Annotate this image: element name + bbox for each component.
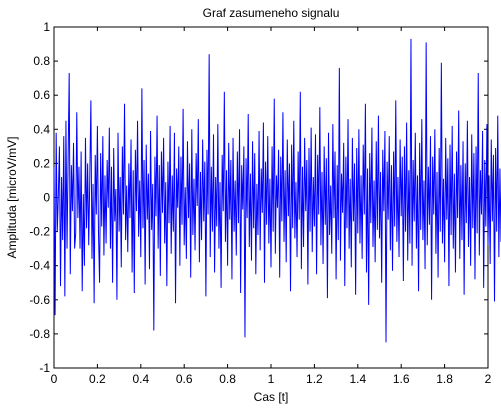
y-tick-label: 0.2 xyxy=(33,156,50,170)
y-tick-group: -1 -0.8 -0.6 -0.4 -0.2 0 0.2 0.4 0.6 0.8 1 xyxy=(29,20,488,375)
x-tick-label: 2 xyxy=(485,372,492,386)
x-tick-label: 0.8 xyxy=(219,372,236,386)
y-tick-label: 0.6 xyxy=(33,88,50,102)
y-tick-label: 0.8 xyxy=(33,54,50,68)
y-tick-label: -1 xyxy=(39,361,50,375)
x-tick-label: 1.2 xyxy=(306,372,323,386)
x-tick-label: 1 xyxy=(268,372,275,386)
y-tick-label: -0.2 xyxy=(29,225,50,239)
chart-title: Graf zasumeneho signalu xyxy=(203,6,340,20)
x-tick-group: 0 0.2 0.4 0.6 0.8 1 1.2 1.4 1.6 1.8 2 xyxy=(51,27,492,386)
y-tick-label: -0.8 xyxy=(29,327,50,341)
x-tick-label: 0.4 xyxy=(132,372,149,386)
x-tick-label: 0 xyxy=(51,372,58,386)
y-tick-label: 1 xyxy=(43,20,50,34)
x-tick-label: 1.8 xyxy=(436,372,453,386)
y-tick-label: 0.4 xyxy=(33,122,50,136)
series-layer xyxy=(53,38,501,343)
y-tick-label: -0.6 xyxy=(29,293,50,307)
y-tick-label: 0 xyxy=(43,191,50,205)
x-tick-label: 1.6 xyxy=(393,372,410,386)
x-tick-label: 0.6 xyxy=(176,372,193,386)
signal-series-line xyxy=(53,38,501,343)
x-axis-label: Cas [t] xyxy=(254,390,289,404)
x-tick-label: 0.2 xyxy=(89,372,106,386)
x-tick-label: 1.4 xyxy=(349,372,366,386)
y-tick-label: -0.4 xyxy=(29,259,50,273)
y-axis-label: Amplituda [microV/mV] xyxy=(5,136,19,258)
